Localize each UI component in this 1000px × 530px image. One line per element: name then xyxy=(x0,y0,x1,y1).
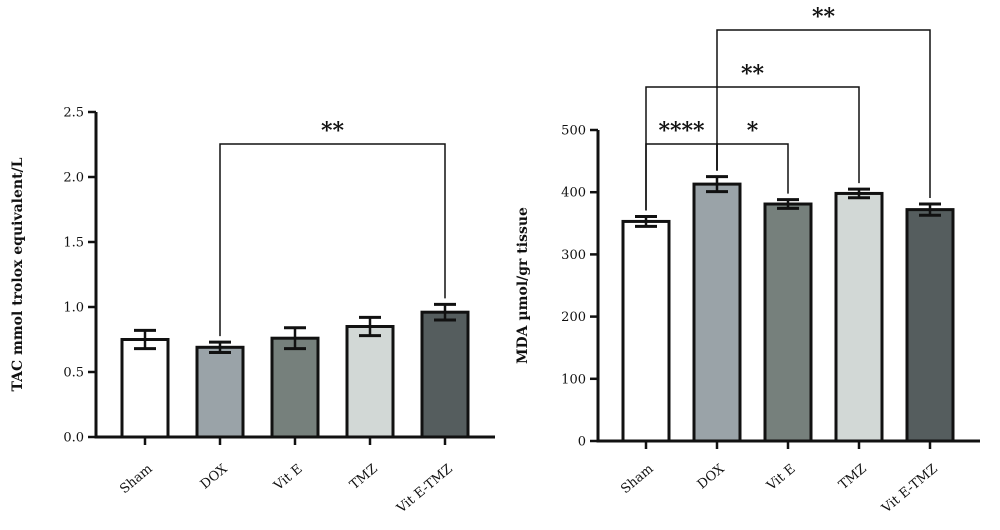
y-tick-label: 0 xyxy=(578,435,586,450)
bar xyxy=(120,338,170,439)
bar xyxy=(834,191,884,443)
y-tick-label: 400 xyxy=(561,186,586,201)
y-tick-label: 0.5 xyxy=(63,366,84,381)
significance-label: * xyxy=(747,118,759,144)
y-tick-label: 0.0 xyxy=(63,431,84,446)
y-tick-label: 500 xyxy=(561,124,586,139)
y-axis-label: TAC mmol trolox equivalent/L xyxy=(10,157,26,391)
y-tick-label: 1.5 xyxy=(63,236,84,251)
bar xyxy=(420,310,470,439)
y-axis-label: MDA µmol/gr tissue xyxy=(515,207,531,364)
y-tick-label: 2.5 xyxy=(63,106,84,121)
significance-bracket xyxy=(645,86,860,211)
x-tick-label: TMZ xyxy=(836,462,869,493)
bar xyxy=(621,219,671,443)
y-tick-label: 300 xyxy=(561,248,586,263)
significance-label: **** xyxy=(658,118,705,144)
x-tick-label: Vit E xyxy=(271,462,306,495)
y-tick-label: 1.0 xyxy=(63,301,84,316)
x-tick-label: DOX xyxy=(198,461,231,492)
y-tick-label: 200 xyxy=(561,310,586,325)
significance-label: ** xyxy=(812,4,836,30)
x-tick-label: Sham xyxy=(618,462,656,498)
y-tick-label: 100 xyxy=(561,372,586,387)
significance-bracket xyxy=(716,29,931,199)
significance-label: ** xyxy=(321,118,345,144)
x-tick-label: Vit E xyxy=(764,462,799,495)
bar xyxy=(270,336,320,439)
x-tick-label: DOX xyxy=(695,461,728,492)
x-tick-label: Vit E-TMZ xyxy=(879,462,941,517)
y-tick-label: 2.0 xyxy=(63,171,84,186)
bar xyxy=(905,208,955,443)
significance-label: ** xyxy=(741,61,765,87)
significance-bracket xyxy=(219,143,446,337)
bar xyxy=(763,202,813,443)
mda-chart: 0 100 200 300 400 500 MDA µmol/gr tissue Sham DO… xyxy=(515,4,980,517)
bar xyxy=(195,345,245,439)
bar xyxy=(345,325,395,439)
tac-chart: 0.0 0.5 1.0 1.5 2.0 2.5 TAC mmol trolox equiva… xyxy=(10,106,495,517)
bar xyxy=(692,182,742,443)
x-tick-label: TMZ xyxy=(347,462,380,493)
x-tick-label: Vit E-TMZ xyxy=(394,462,456,517)
x-tick-label: Sham xyxy=(117,462,155,498)
